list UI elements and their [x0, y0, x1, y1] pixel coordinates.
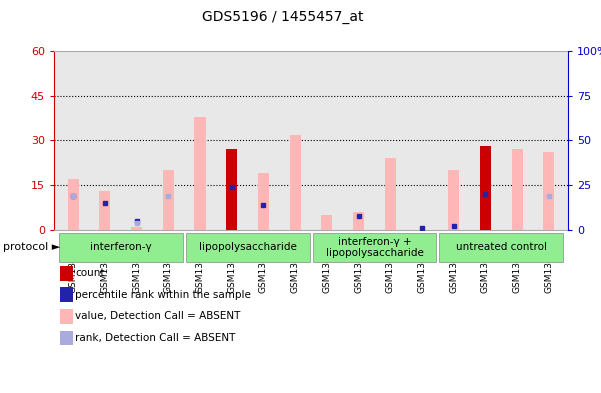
- Bar: [448, 170, 459, 230]
- Text: protocol ►: protocol ►: [3, 242, 60, 252]
- Bar: [322, 215, 332, 230]
- Bar: [290, 134, 300, 230]
- Text: untreated control: untreated control: [456, 242, 547, 252]
- Bar: [195, 117, 206, 230]
- Bar: [99, 191, 111, 230]
- Bar: [258, 173, 269, 230]
- Bar: [131, 227, 142, 230]
- Text: count: count: [75, 268, 105, 278]
- Text: interferon-γ: interferon-γ: [90, 242, 151, 252]
- Bar: [480, 155, 491, 230]
- Bar: [67, 179, 79, 230]
- Bar: [226, 149, 237, 230]
- Text: rank, Detection Call = ABSENT: rank, Detection Call = ABSENT: [75, 333, 236, 343]
- Bar: [511, 149, 523, 230]
- Bar: [353, 212, 364, 230]
- Text: value, Detection Call = ABSENT: value, Detection Call = ABSENT: [75, 311, 240, 321]
- Bar: [543, 152, 555, 230]
- Text: interferon-γ +
lipopolysaccharide: interferon-γ + lipopolysaccharide: [326, 237, 423, 258]
- Text: GDS5196 / 1455457_at: GDS5196 / 1455457_at: [202, 10, 363, 24]
- Bar: [226, 206, 237, 230]
- Text: percentile rank within the sample: percentile rank within the sample: [75, 290, 251, 300]
- Bar: [385, 158, 396, 230]
- Bar: [163, 170, 174, 230]
- Bar: [480, 147, 491, 230]
- Text: lipopolysaccharide: lipopolysaccharide: [199, 242, 296, 252]
